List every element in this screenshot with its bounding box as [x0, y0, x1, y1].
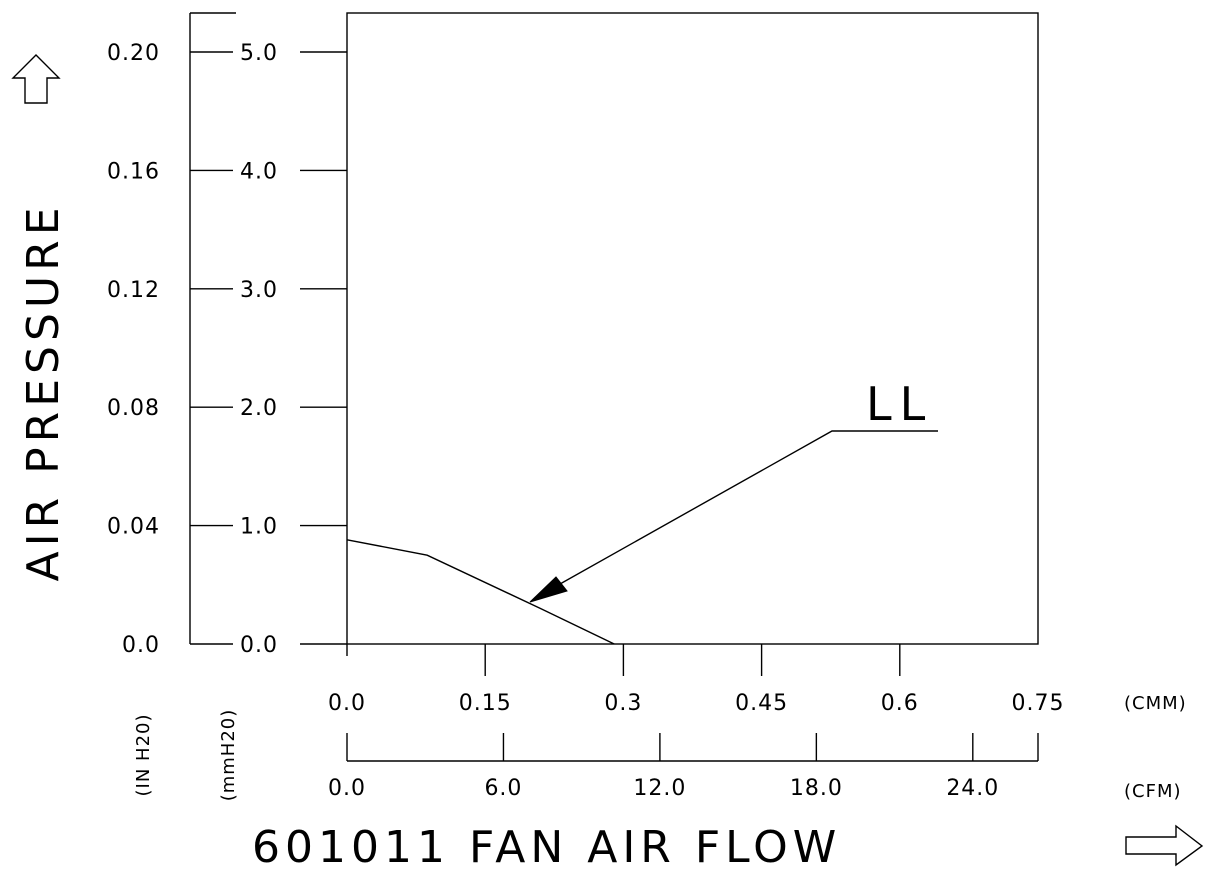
- series-label-ll: LL: [866, 377, 933, 431]
- y-tick-label-mmh2o: 3.0: [240, 278, 278, 303]
- x-tick-label-cmm: 0.15: [459, 691, 512, 716]
- x-tick-label-cfm: 12.0: [633, 776, 686, 801]
- x-axis-title: 601011 FAN AIR FLOW: [252, 822, 841, 867]
- y-ticks: 0.0 0.0 0.04 1.0 0.08 2.0 0.12 3.0 0.16 4.0 0.20 5.…: [107, 41, 347, 658]
- x-axis-arrow-icon: [1125, 824, 1204, 867]
- callout-arrowhead: [529, 576, 568, 603]
- x-tick-label-cmm: 0.6: [881, 691, 919, 716]
- y-tick-label-inh2o: 0.08: [107, 396, 160, 421]
- x-tick-label-cfm: 0.0: [328, 776, 366, 801]
- y-tick-label-mmh2o: 1.0: [240, 515, 278, 540]
- y-tick-label-inh2o: 0.12: [107, 278, 160, 303]
- y-tick-label-inh2o: 0.04: [107, 515, 160, 540]
- x-tick-label-cmm: 0.3: [604, 691, 642, 716]
- x-unit-cmm: (CMM): [1124, 693, 1187, 714]
- x-tick-label-cmm: 0.75: [1012, 691, 1065, 716]
- y-tick-label-mmh2o: 2.0: [240, 396, 278, 421]
- y-axis-arrow-icon: [11, 54, 61, 104]
- y-tick-label-inh2o: 0.0: [122, 633, 160, 658]
- x-tick-label-cmm: 0.45: [735, 691, 788, 716]
- x-unit-cfm: (CFM): [1124, 781, 1182, 802]
- callout-leader-line: [559, 430, 938, 585]
- y-unit-inh2o: (IN H20): [133, 714, 154, 797]
- y-tick-label-mmh2o: 4.0: [240, 159, 278, 184]
- y-tick-label-mmh2o: 5.0: [240, 41, 278, 66]
- x-ticks: 0.0 0.15 0.3 0.45 0.6 0.75 0.0 6.0 12.0 18.0 24.0: [328, 644, 1065, 801]
- plot-frame: [346, 12, 1039, 645]
- y-tick-label-inh2o: 0.16: [107, 159, 160, 184]
- x-tick-label-cfm: 18.0: [790, 776, 843, 801]
- y-axis-title: AIR PRESSURE: [18, 203, 69, 582]
- y-unit-mmh2o: (mmH20): [218, 709, 239, 802]
- x-tick-label-cmm: 0.0: [328, 691, 366, 716]
- series-ll-line: [346, 539, 615, 645]
- x-tick-label-cfm: 24.0: [946, 776, 999, 801]
- y-tick-label-mmh2o: 0.0: [240, 633, 278, 658]
- y-tick-label-inh2o: 0.20: [107, 41, 160, 66]
- x-tick-label-cfm: 6.0: [484, 776, 522, 801]
